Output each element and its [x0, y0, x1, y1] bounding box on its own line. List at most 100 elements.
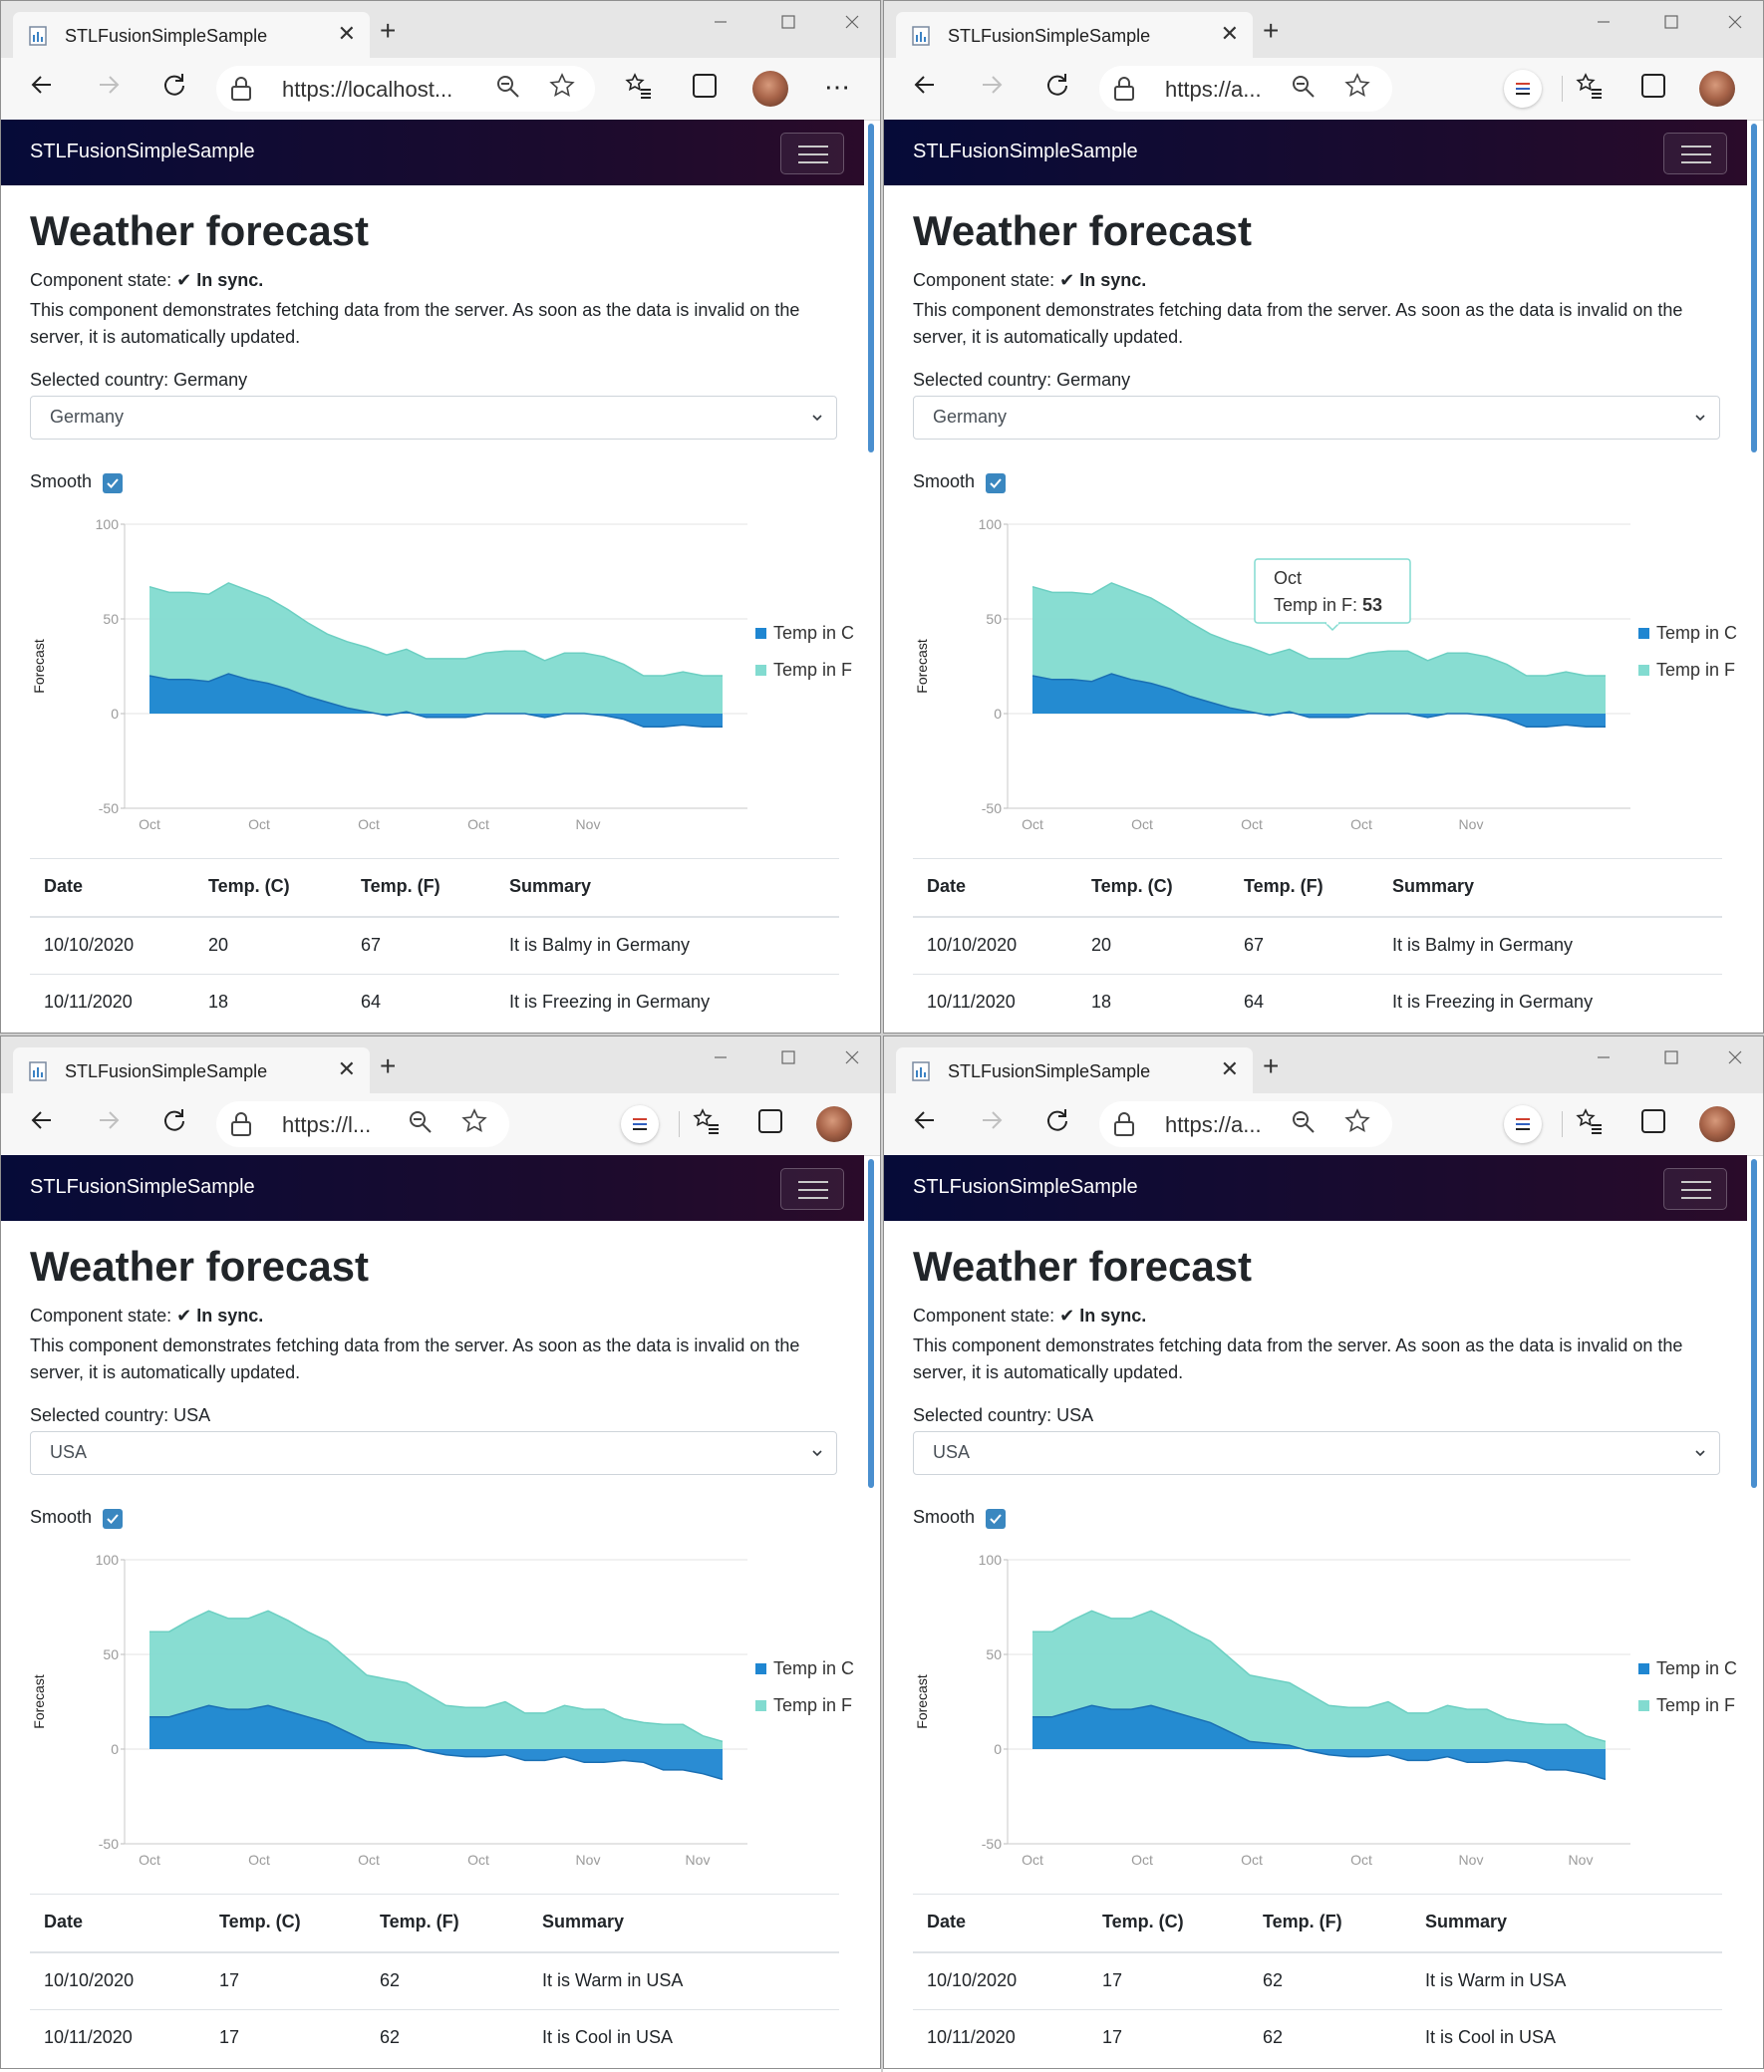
favorites-button[interactable] [693, 1107, 721, 1142]
back-button[interactable] [25, 72, 59, 106]
minimize-button[interactable] [1584, 9, 1623, 39]
forward-button[interactable] [975, 1107, 1009, 1141]
minimize-button[interactable] [1584, 1044, 1623, 1074]
area-temp-f[interactable] [149, 582, 723, 714]
reload-button[interactable] [1040, 1107, 1074, 1141]
area-temp-c[interactable] [1032, 674, 1606, 728]
close-tab-icon[interactable]: ✕ [337, 21, 356, 46]
zoom-icon[interactable] [1291, 74, 1317, 100]
forward-button[interactable] [92, 72, 126, 106]
close-tab-icon[interactable]: ✕ [1220, 1056, 1239, 1081]
close-tab-icon[interactable]: ✕ [337, 1056, 356, 1081]
address-bar[interactable]: https://l... [216, 1101, 509, 1147]
smooth-checkbox[interactable] [103, 473, 123, 493]
area-temp-c[interactable] [1032, 1705, 1606, 1780]
brand-link[interactable]: STLFusionSimpleSample [913, 141, 1138, 162]
profile-avatar[interactable] [1699, 1106, 1735, 1142]
browser-tab[interactable]: STLFusionSimpleSample ✕ [896, 1047, 1253, 1093]
address-bar[interactable]: https://a... [1099, 1101, 1392, 1147]
collections-icon[interactable] [693, 74, 717, 98]
new-tab-button[interactable]: + [380, 15, 397, 46]
zoom-icon[interactable] [1291, 1109, 1317, 1135]
favorite-star-icon[interactable] [1344, 73, 1370, 99]
legend-label[interactable]: Temp in C [1656, 623, 1737, 643]
smooth-checkbox[interactable] [986, 473, 1006, 493]
country-select[interactable]: Germany [30, 396, 837, 440]
reload-button[interactable] [157, 1107, 191, 1141]
legend-label[interactable]: Temp in F [1656, 1695, 1735, 1715]
area-temp-f[interactable] [1032, 582, 1606, 714]
page-scrollbar[interactable] [1751, 1159, 1757, 1488]
legend-label[interactable]: Temp in C [1656, 1658, 1737, 1678]
favorite-star-icon[interactable] [549, 73, 575, 99]
back-button[interactable] [25, 1107, 59, 1141]
url-text[interactable]: https://l... [282, 1112, 372, 1137]
collections-icon[interactable] [1641, 1109, 1665, 1133]
area-temp-c[interactable] [149, 1705, 723, 1780]
zoom-icon[interactable] [495, 74, 521, 100]
maximize-button[interactable] [768, 1044, 808, 1074]
profile-avatar[interactable] [816, 1106, 852, 1142]
favorite-star-icon[interactable] [461, 1108, 487, 1134]
forward-button[interactable] [975, 72, 1009, 106]
favorite-star-icon[interactable] [1344, 1108, 1370, 1134]
address-bar[interactable]: https://a... [1099, 66, 1392, 112]
maximize-button[interactable] [768, 9, 808, 39]
browser-tab[interactable]: STLFusionSimpleSample ✕ [13, 12, 370, 58]
close-window-button[interactable] [1715, 9, 1755, 39]
maximize-button[interactable] [1651, 1044, 1691, 1074]
reload-button[interactable] [1040, 72, 1074, 106]
back-button[interactable] [908, 72, 942, 106]
collections-icon[interactable] [1641, 74, 1665, 98]
hamburger-menu-button[interactable] [780, 1168, 844, 1210]
more-menu-icon[interactable]: ⋯ [824, 72, 851, 102]
maximize-button[interactable] [1651, 9, 1691, 39]
country-select[interactable]: Germany [913, 396, 1720, 440]
zoom-icon[interactable] [408, 1109, 434, 1135]
legend-label[interactable]: Temp in C [773, 1658, 854, 1678]
close-tab-icon[interactable]: ✕ [1220, 21, 1239, 46]
forward-button[interactable] [92, 1107, 126, 1141]
new-tab-button[interactable]: + [1263, 1050, 1280, 1081]
browser-tab[interactable]: STLFusionSimpleSample ✕ [13, 1047, 370, 1093]
hamburger-menu-button[interactable] [1663, 133, 1727, 174]
profile-avatar[interactable] [752, 71, 788, 107]
close-window-button[interactable] [1715, 1044, 1755, 1074]
extension-button[interactable] [1504, 1105, 1542, 1143]
country-select[interactable]: USA [30, 1431, 837, 1475]
hamburger-menu-button[interactable] [780, 133, 844, 174]
page-scrollbar[interactable] [868, 124, 874, 452]
page-scrollbar[interactable] [1751, 124, 1757, 452]
brand-link[interactable]: STLFusionSimpleSample [30, 1176, 255, 1198]
country-select[interactable]: USA [913, 1431, 1720, 1475]
brand-link[interactable]: STLFusionSimpleSample [913, 1176, 1138, 1198]
close-window-button[interactable] [832, 9, 872, 39]
close-window-button[interactable] [832, 1044, 872, 1074]
legend-label[interactable]: Temp in F [773, 1695, 852, 1715]
new-tab-button[interactable]: + [380, 1050, 397, 1081]
url-text[interactable]: https://a... [1165, 77, 1262, 102]
favorites-button[interactable] [1576, 1107, 1604, 1142]
legend-label[interactable]: Temp in F [1656, 660, 1735, 680]
favorites-button[interactable] [625, 72, 653, 107]
legend-label[interactable]: Temp in C [773, 623, 854, 643]
brand-link[interactable]: STLFusionSimpleSample [30, 141, 255, 162]
minimize-button[interactable] [701, 9, 740, 39]
page-scrollbar[interactable] [868, 1159, 874, 1488]
smooth-checkbox[interactable] [103, 1509, 123, 1529]
url-text[interactable]: https://localhost... [282, 77, 453, 102]
extension-button[interactable] [1504, 70, 1542, 108]
profile-avatar[interactable] [1699, 71, 1735, 107]
address-bar[interactable]: https://localhost... [216, 66, 595, 112]
back-button[interactable] [908, 1107, 942, 1141]
hamburger-menu-button[interactable] [1663, 1168, 1727, 1210]
minimize-button[interactable] [701, 1044, 740, 1074]
favorites-button[interactable] [1576, 72, 1604, 107]
browser-tab[interactable]: STLFusionSimpleSample ✕ [896, 12, 1253, 58]
smooth-checkbox[interactable] [986, 1509, 1006, 1529]
legend-label[interactable]: Temp in F [773, 660, 852, 680]
collections-icon[interactable] [758, 1109, 782, 1133]
extension-button[interactable] [621, 1105, 659, 1143]
new-tab-button[interactable]: + [1263, 15, 1280, 46]
area-temp-c[interactable] [149, 674, 723, 728]
